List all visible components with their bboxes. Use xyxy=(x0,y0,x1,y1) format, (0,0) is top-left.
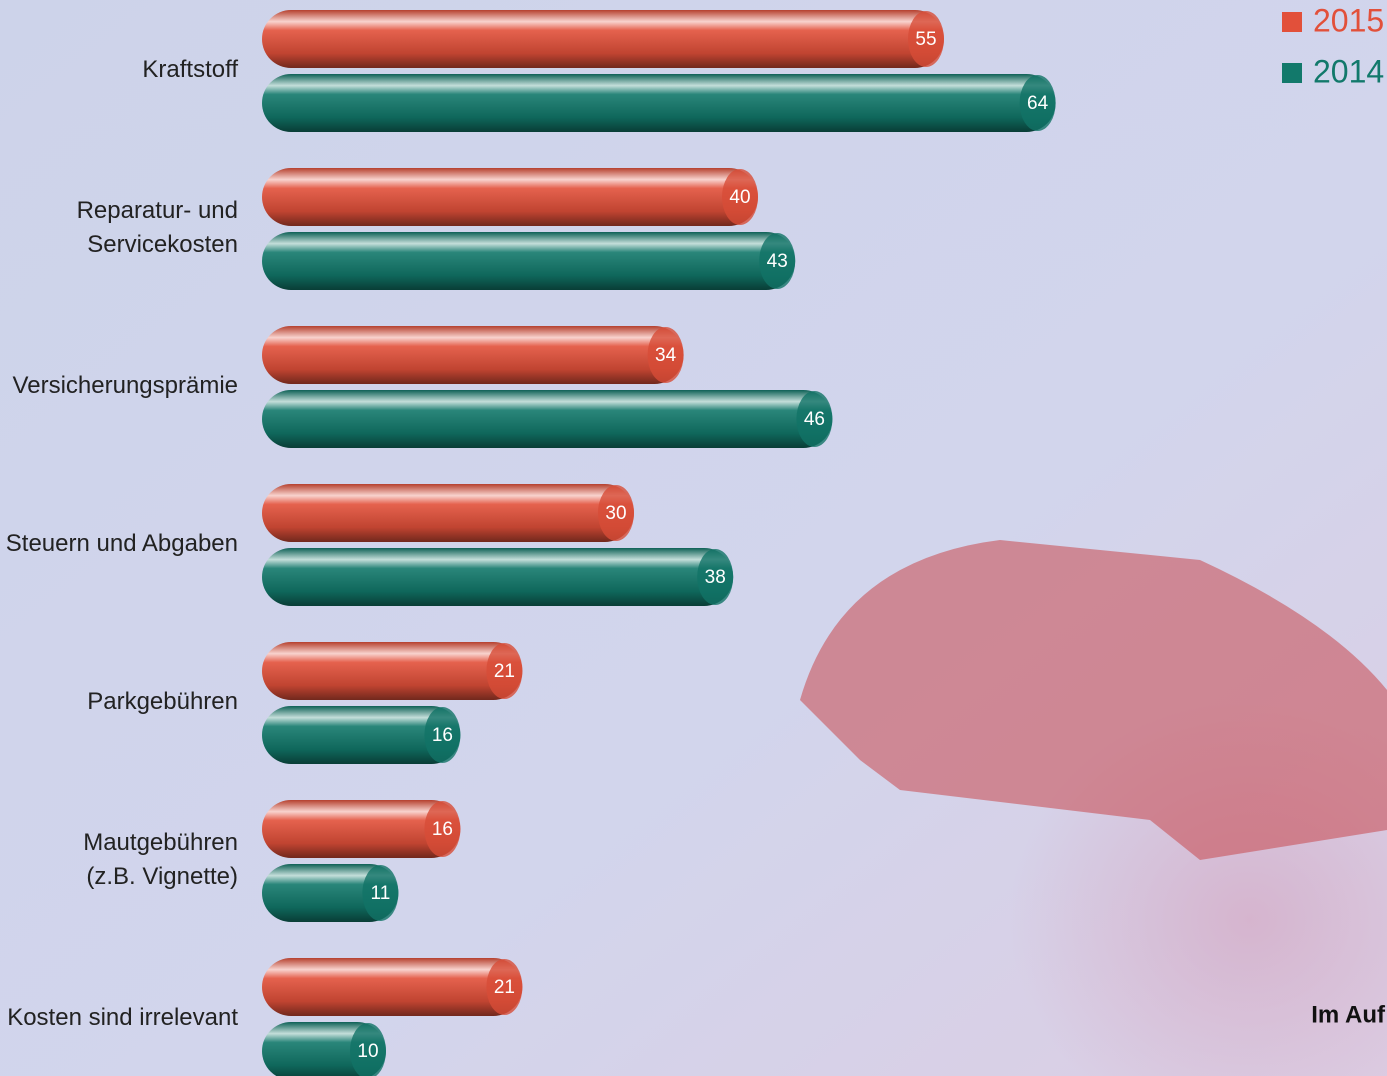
bar xyxy=(262,642,523,700)
category-label: Mautgebühren (z.B. Vignette) xyxy=(83,829,238,890)
bar xyxy=(262,800,461,858)
value-label: 34 xyxy=(655,345,677,366)
bar-cap xyxy=(697,549,734,605)
bar-cap xyxy=(647,327,684,383)
bar-cap xyxy=(1019,75,1056,131)
bar xyxy=(262,864,399,922)
value-label: 11 xyxy=(371,883,391,904)
bar xyxy=(262,958,523,1016)
bar-cap xyxy=(486,959,523,1015)
bar-cap xyxy=(759,233,796,289)
legend-label: 2015 xyxy=(1313,2,1384,38)
legend-swatch xyxy=(1282,63,1302,83)
bar xyxy=(262,74,1056,132)
bar xyxy=(262,706,461,764)
bar-cap xyxy=(350,1023,386,1076)
bar-cap xyxy=(362,865,399,921)
value-label: 10 xyxy=(357,1041,378,1062)
value-label: 46 xyxy=(804,409,825,430)
bar-cap xyxy=(722,169,758,225)
category-label: Kosten sind irrelevant xyxy=(7,1004,238,1031)
value-label: 40 xyxy=(729,187,750,208)
bar xyxy=(262,168,758,226)
category-label: Parkgebühren xyxy=(87,688,238,715)
category-label: Kraftstoff xyxy=(142,56,238,83)
legend-label: 2014 xyxy=(1313,53,1384,89)
value-label: 16 xyxy=(432,819,453,840)
value-label: 16 xyxy=(432,725,453,746)
bar-cap xyxy=(424,707,461,763)
bar xyxy=(262,232,796,290)
category-label: Reparatur- und Servicekosten xyxy=(77,197,238,258)
bar xyxy=(262,548,734,606)
legend-swatch xyxy=(1282,12,1302,32)
bar-cap xyxy=(424,801,461,857)
value-label: 21 xyxy=(494,977,515,998)
category-label: Steuern und Abgaben xyxy=(6,530,238,557)
bar-cap xyxy=(908,11,944,67)
bar xyxy=(262,10,944,68)
bar-cap xyxy=(796,391,833,447)
bar-cap xyxy=(598,485,634,541)
bar xyxy=(262,390,833,448)
annotation: Im Auf xyxy=(1311,1001,1386,1028)
car-illustration xyxy=(800,540,1387,860)
value-label: 21 xyxy=(494,661,515,682)
bar xyxy=(262,484,634,542)
value-label: 55 xyxy=(915,29,936,50)
value-label: 64 xyxy=(1027,93,1049,114)
value-label: 30 xyxy=(605,503,626,524)
value-label: 43 xyxy=(767,251,788,272)
value-label: 38 xyxy=(705,567,726,588)
bar xyxy=(262,326,684,384)
category-label: Versicherungsprämie xyxy=(13,372,238,399)
bar-cap xyxy=(486,643,523,699)
